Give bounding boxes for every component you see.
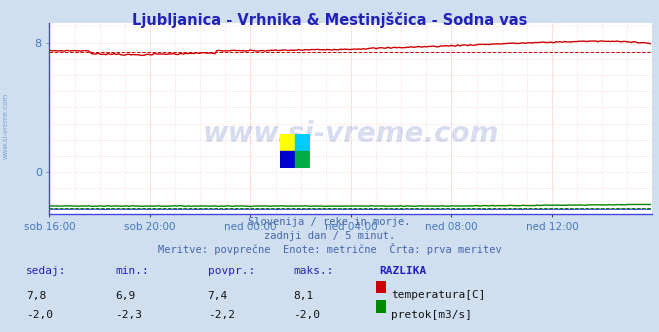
Text: 7,4: 7,4	[208, 290, 228, 300]
Text: min.:: min.:	[115, 266, 149, 276]
Text: zadnji dan / 5 minut.: zadnji dan / 5 minut.	[264, 231, 395, 241]
Polygon shape	[280, 134, 295, 151]
Text: Meritve: povprečne  Enote: metrične  Črta: prva meritev: Meritve: povprečne Enote: metrične Črta:…	[158, 243, 501, 255]
Text: maks.:: maks.:	[293, 266, 333, 276]
Polygon shape	[280, 151, 295, 168]
Text: -2,0: -2,0	[26, 310, 53, 320]
Text: 8,1: 8,1	[293, 290, 314, 300]
Text: Slovenija / reke in morje.: Slovenija / reke in morje.	[248, 217, 411, 227]
Text: -2,0: -2,0	[293, 310, 320, 320]
Text: temperatura[C]: temperatura[C]	[391, 290, 485, 300]
Text: -2,3: -2,3	[115, 310, 142, 320]
Text: 6,9: 6,9	[115, 290, 136, 300]
Text: Ljubljanica - Vrhnika & Mestinjščica - Sodna vas: Ljubljanica - Vrhnika & Mestinjščica - S…	[132, 12, 527, 28]
Text: www.si-vreme.com: www.si-vreme.com	[2, 93, 9, 159]
Text: sedaj:: sedaj:	[26, 266, 67, 276]
Polygon shape	[295, 134, 310, 151]
Text: www.si-vreme.com: www.si-vreme.com	[203, 120, 499, 148]
Polygon shape	[295, 151, 310, 168]
Text: -2,2: -2,2	[208, 310, 235, 320]
Text: RAZLIKA: RAZLIKA	[379, 266, 426, 276]
Text: pretok[m3/s]: pretok[m3/s]	[391, 310, 472, 320]
Text: povpr.:: povpr.:	[208, 266, 255, 276]
Text: 7,8: 7,8	[26, 290, 47, 300]
